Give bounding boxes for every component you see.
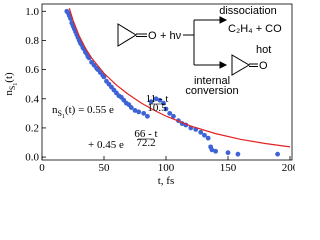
data-point <box>153 96 159 102</box>
data-point <box>141 110 147 116</box>
data-point <box>198 129 204 135</box>
data-point <box>205 135 211 141</box>
arrow-head <box>219 61 228 69</box>
cyclopropanone <box>231 54 250 76</box>
data-point <box>148 99 154 105</box>
exponent-denominator: 10.5 <box>147 102 167 114</box>
exponent-numerator: 66 - t <box>134 128 157 140</box>
x-axis-label: t, fs <box>158 175 175 187</box>
scheme-text: + hν <box>160 30 182 42</box>
y-label-part: S <box>8 86 17 90</box>
scheme-text: C₂H₄ + CO <box>228 23 282 35</box>
data-point <box>213 148 219 154</box>
scheme-shapes <box>117 16 258 76</box>
equation-part: (t) = 0.55 e <box>65 104 114 116</box>
exponent-numerator: 11 - t <box>146 93 169 105</box>
y-tick-label: 0.2 <box>25 122 39 134</box>
fit-curve <box>68 8 291 148</box>
data-point <box>202 132 207 138</box>
y-tick-label: 0.4 <box>25 93 39 105</box>
data-point <box>136 109 142 115</box>
equation: + 0.45 e <box>88 139 124 151</box>
y-axis-label: nS1(t) <box>3 72 19 96</box>
y-tick-label: 0.6 <box>25 64 39 76</box>
plot-frame <box>41 3 293 161</box>
data-point <box>132 108 138 113</box>
y-tick-label: 0.8 <box>25 35 39 47</box>
exponent-denominator: 72.2 <box>136 137 155 149</box>
x-tick-label: 200 <box>282 162 295 174</box>
arrow-head <box>219 16 228 24</box>
data-point <box>209 147 215 153</box>
data-point <box>157 97 163 103</box>
y-label-part: n <box>3 90 15 96</box>
scheme-text: O <box>259 60 268 72</box>
scheme-text: hot <box>256 44 271 56</box>
x-tick-label: 0 <box>39 162 45 174</box>
equation: nS1(t) = 0.55 e <box>52 104 114 120</box>
y-tick-label: 0.0 <box>25 152 39 164</box>
y-label-part: (t) <box>3 72 15 83</box>
x-tick-label: 100 <box>158 162 175 174</box>
scheme-text: O <box>148 30 157 42</box>
data-point <box>225 150 231 156</box>
equation-part: n <box>52 104 58 116</box>
data-point <box>235 151 241 157</box>
x-tick-label: 50 <box>99 162 111 174</box>
data-point <box>128 105 134 110</box>
data-point <box>167 110 173 116</box>
y-tick-label: 1.0 <box>25 6 39 18</box>
data-point <box>101 74 107 80</box>
equation-part: 1 <box>62 114 65 120</box>
data-point <box>275 151 280 157</box>
chart: 0501001502000.00.20.40.60.81.0t, fsnS1(t… <box>3 3 295 187</box>
x-tick-label: 150 <box>220 162 237 174</box>
data-point <box>145 113 150 119</box>
scheme-text: internal <box>194 75 230 87</box>
cyclopropanone <box>117 23 137 47</box>
data-point <box>163 106 169 112</box>
data-point <box>161 100 166 106</box>
y-label-part: 1 <box>13 83 19 86</box>
equation-part: S <box>58 109 62 118</box>
scheme-text: dissociation <box>219 5 276 17</box>
scheme-text: conversion <box>185 85 238 97</box>
data-point <box>171 113 176 119</box>
